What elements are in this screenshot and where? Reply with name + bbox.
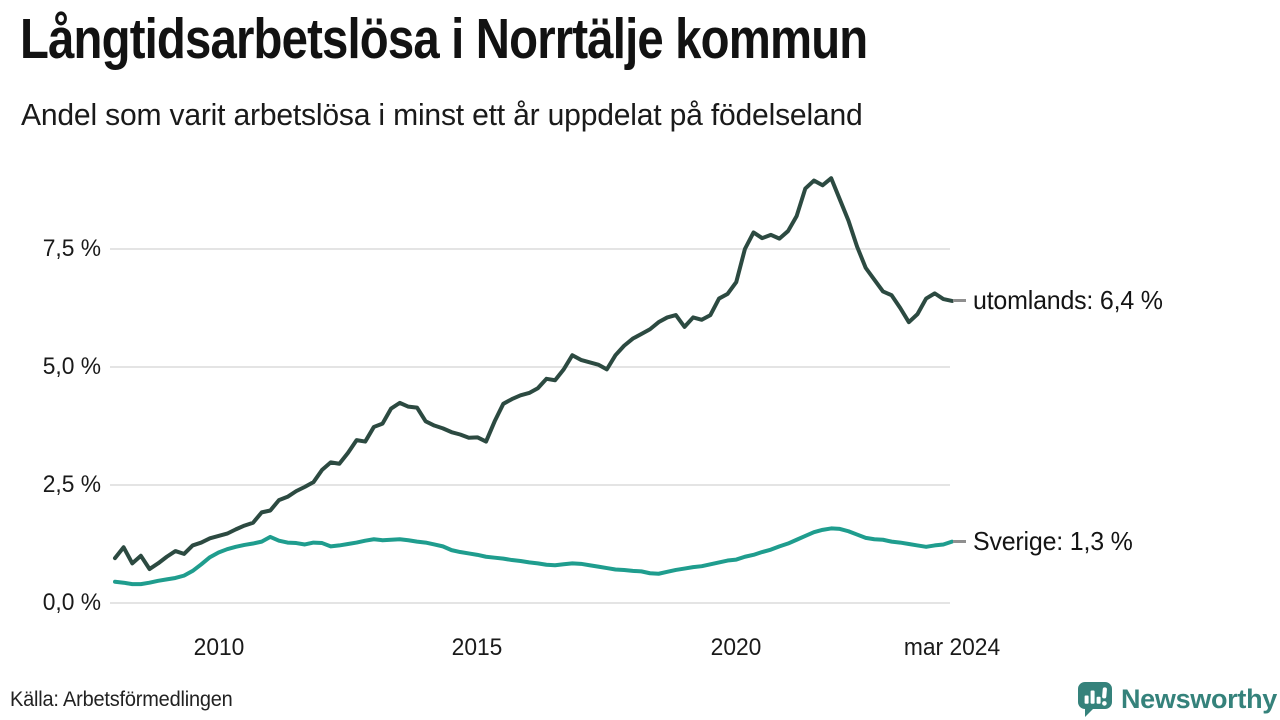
chart-title: Långtidsarbetslösa i Norrtälje kommun bbox=[20, 7, 868, 71]
x-axis-tick-label: 2020 bbox=[710, 634, 762, 661]
series-annotation-utomlands: utomlands: 6,4 % bbox=[953, 284, 1171, 318]
y-axis-tick-label: 7,5 % bbox=[42, 235, 101, 262]
y-axis-tick-label: 5,0 % bbox=[42, 353, 101, 380]
x-axis-tick-label: 2010 bbox=[193, 634, 244, 661]
series-line-Sverige bbox=[113, 526, 954, 587]
y-axis-tick-label: 2,5 % bbox=[42, 471, 101, 498]
x-axis-tick-label: 2015 bbox=[452, 634, 503, 661]
annotation-dash-icon bbox=[953, 540, 966, 544]
series-annotation-sverige: Sverige: 1,3 % bbox=[953, 525, 1139, 559]
branding: Newsworthy bbox=[1076, 679, 1277, 719]
series-annotation-label: Sverige: 1,3 % bbox=[973, 526, 1133, 557]
series-annotation-label: utomlands: 6,4 % bbox=[973, 285, 1163, 316]
y-axis-tick-label: 0,0 % bbox=[42, 589, 101, 616]
source-note: Källa: Arbetsförmedlingen bbox=[10, 688, 233, 711]
branding-name: Newsworthy bbox=[1120, 683, 1277, 714]
x-axis-tick-label: mar 2024 bbox=[903, 634, 1001, 661]
series-line-utomlands bbox=[113, 176, 954, 572]
chart-subtitle: Andel som varit arbetslösa i minst ett å… bbox=[21, 97, 863, 132]
annotation-dash-icon bbox=[953, 299, 966, 303]
newsworthy-logo-icon bbox=[1077, 682, 1112, 717]
